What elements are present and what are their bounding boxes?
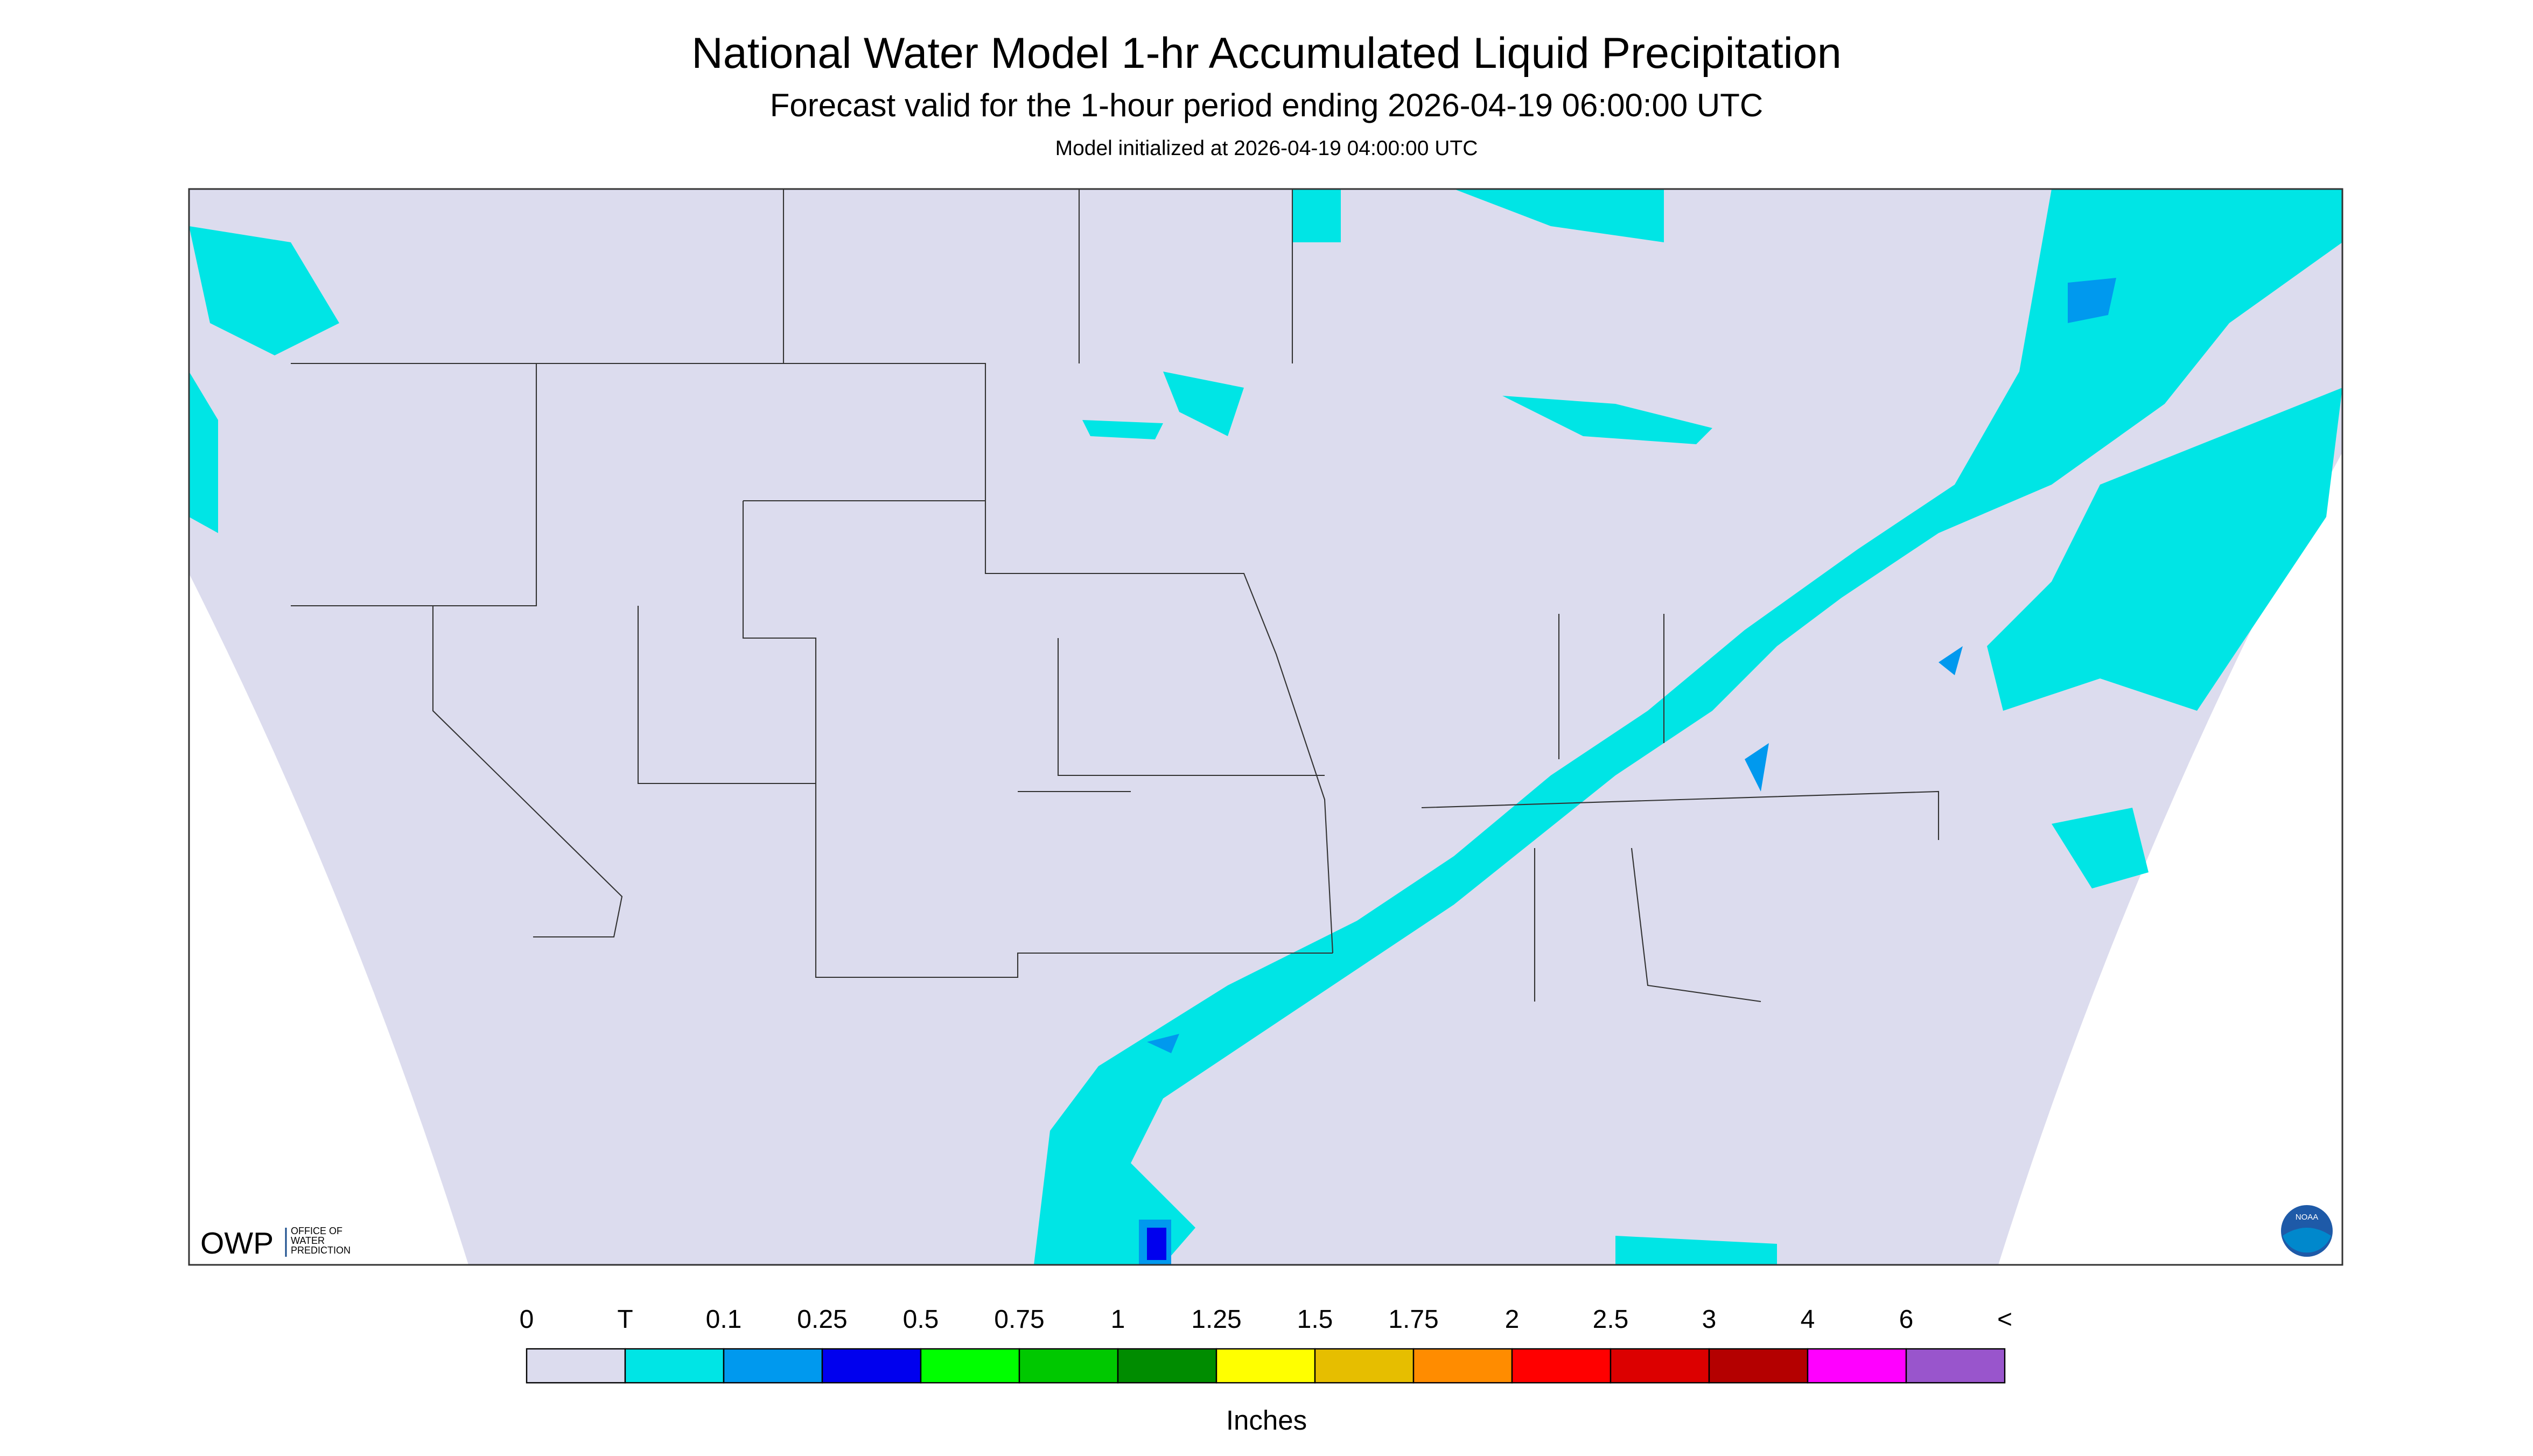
legend-swatch	[1807, 1348, 1907, 1384]
outside-domain	[189, 573, 468, 1265]
state-boundaries	[291, 189, 1940, 1003]
outside-domain	[1998, 452, 2342, 1265]
map-frame	[188, 188, 2343, 1266]
legend-label: 1	[1111, 1305, 1125, 1334]
legend-label: 0.75	[994, 1305, 1044, 1334]
title: National Water Model 1-hr Accumulated Li…	[691, 29, 1842, 78]
legend-label: <	[1997, 1305, 2012, 1334]
legend-swatch	[1314, 1348, 1415, 1384]
legend-unit: Inches	[1226, 1405, 1307, 1436]
init-time: Model initialized at 2026-04-19 04:00:00…	[1055, 137, 1478, 160]
legend-swatch	[1610, 1348, 1710, 1384]
legend-swatch	[1215, 1348, 1316, 1384]
legend-swatch	[1117, 1348, 1217, 1384]
logo-text: NOAA	[2296, 1213, 2319, 1222]
legend-swatch	[624, 1348, 725, 1384]
legend-label: 3	[1702, 1305, 1717, 1334]
legend: Inches 0 T 0.1 0.25 0.5 0.75 1 1.25 1.5 1.75 2 2.5 3…	[520, 1305, 2012, 1436]
legend-label: 0	[520, 1305, 534, 1334]
logo-text: WATER	[291, 1235, 325, 1246]
legend-label: 6	[1899, 1305, 1914, 1334]
logo-text: OFFICE OF	[291, 1226, 342, 1236]
legend-label: 0.25	[797, 1305, 847, 1334]
legend-swatch	[1412, 1348, 1513, 1384]
legend-swatch	[821, 1348, 922, 1384]
legend-swatch	[526, 1348, 626, 1384]
legend-swatch	[920, 1348, 1020, 1384]
legend-label: 0.5	[903, 1305, 939, 1334]
legend-label: 1.25	[1191, 1305, 1241, 1334]
legend-label: T	[617, 1305, 633, 1334]
legend-swatch	[1708, 1348, 1809, 1384]
legend-label: 1.5	[1297, 1305, 1333, 1334]
legend-label: 1.75	[1388, 1305, 1438, 1334]
owp-logo: OWP OFFICE OF WATER PREDICTION	[200, 1226, 351, 1261]
logo-wave	[2283, 1228, 2331, 1253]
legend-label: 0.1	[706, 1305, 742, 1334]
precip-area	[189, 189, 2342, 1265]
precip-area	[1147, 1228, 1166, 1261]
subtitle: Forecast valid for the 1-hour period end…	[770, 87, 1763, 123]
map: OWP OFFICE OF WATER PREDICTION NOAA	[188, 188, 2343, 1266]
legend-swatch	[1905, 1348, 2006, 1384]
legend-label: 2.5	[1593, 1305, 1629, 1334]
legend-label: 2	[1505, 1305, 1520, 1334]
map-background	[189, 189, 2342, 1265]
legend-swatch	[1511, 1348, 1612, 1384]
legend-swatch	[723, 1348, 823, 1384]
legend-label: 4	[1801, 1305, 1815, 1334]
logo-abbr: OWP	[200, 1226, 274, 1261]
noaa-logo: NOAA	[2281, 1205, 2333, 1257]
legend-swatch	[1018, 1348, 1119, 1384]
logo-text: PREDICTION	[291, 1245, 351, 1256]
